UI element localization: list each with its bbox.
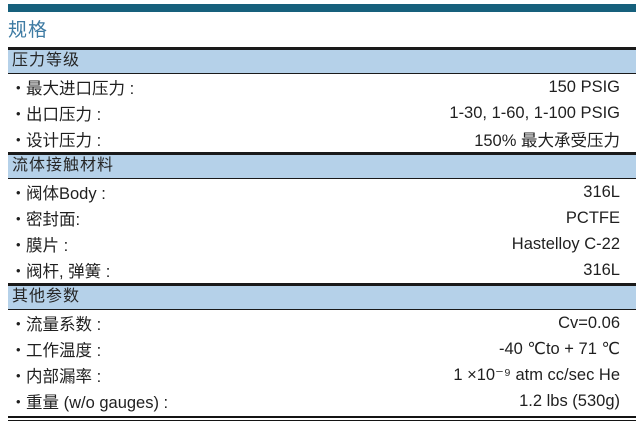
spec-label: 流量系数 : <box>26 316 102 334</box>
bullet-icon: • <box>16 367 21 383</box>
section-wetted-materials: 流体接触材料 • 阀体Body : 316L • 密封面: PCTFE • 膜片… <box>8 152 636 283</box>
spec-list: • 阀体Body : 316L • 密封面: PCTFE • 膜片 : Hast… <box>8 179 636 283</box>
spec-label: 重量 (w/o gauges) : <box>26 394 169 412</box>
spec-value: 1.2 lbs (530g) <box>519 391 620 410</box>
spec-row-internal-leak-rate: • 内部漏率 : 1 ×10⁻⁹ atm cc/sec He <box>8 362 636 388</box>
spec-label: 工作温度 : <box>26 342 102 360</box>
spec-label: 设计压力 : <box>26 132 102 150</box>
spec-value: 150% 最大承受压力 <box>474 132 620 150</box>
section-pressure-rating: 压力等级 • 最大进口压力 : 150 PSIG • 出口压力 : 1-30, … <box>8 47 636 152</box>
spec-value: 316L <box>583 182 620 201</box>
top-accent-bar <box>8 4 636 12</box>
bullet-icon: • <box>16 315 21 331</box>
spec-list: • 最大进口压力 : 150 PSIG • 出口压力 : 1-30, 1-60,… <box>8 74 636 152</box>
bullet-icon: • <box>16 184 21 200</box>
page-title: 规格 <box>8 20 49 41</box>
spec-value: 1 ×10⁻⁹ atm cc/sec He <box>453 366 620 384</box>
spec-row-body: • 阀体Body : 316L <box>8 179 636 205</box>
spec-value: -40 ℃to + 71 ℃ <box>499 340 620 358</box>
bullet-icon: • <box>16 236 21 252</box>
bottom-rule <box>8 416 636 421</box>
spec-row-seal-surface: • 密封面: PCTFE <box>8 205 636 231</box>
bullet-icon: • <box>16 341 21 357</box>
section-header-pressure-rating: 压力等级 <box>8 47 636 74</box>
spec-label: 阀杆, 弹簧 : <box>26 263 111 281</box>
bullet-icon: • <box>16 210 21 226</box>
bullet-icon: • <box>16 393 21 409</box>
spec-label: 膜片 : <box>26 237 69 255</box>
spec-label: 阀体Body : <box>26 185 106 203</box>
spec-value: 1-30, 1-60, 1-100 PSIG <box>449 103 620 122</box>
bullet-icon: • <box>16 79 21 95</box>
spec-row-design-pressure: • 设计压力 : 150% 最大承受压力 <box>8 126 636 152</box>
spec-row-diaphragm: • 膜片 : Hastelloy C-22 <box>8 231 636 257</box>
spec-row-outlet-pressure: • 出口压力 : 1-30, 1-60, 1-100 PSIG <box>8 100 636 126</box>
bullet-icon: • <box>16 131 21 147</box>
spec-row-flow-coefficient: • 流量系数 : Cv=0.06 <box>8 310 636 336</box>
spec-list: • 流量系数 : Cv=0.06 • 工作温度 : -40 ℃to + 71 ℃… <box>8 310 636 414</box>
spec-label: 出口压力 : <box>26 106 102 124</box>
section-other-parameters: 其他参数 • 流量系数 : Cv=0.06 • 工作温度 : -40 ℃to +… <box>8 283 636 414</box>
spec-label: 最大进口压力 : <box>26 80 135 98</box>
spec-value: 316L <box>583 260 620 279</box>
bullet-icon: • <box>16 262 21 278</box>
spec-value: Hastelloy C-22 <box>511 234 620 253</box>
spec-row-max-inlet-pressure: • 最大进口压力 : 150 PSIG <box>8 74 636 100</box>
spec-value: PCTFE <box>565 208 620 227</box>
bullet-icon: • <box>16 105 21 121</box>
section-header-wetted-materials: 流体接触材料 <box>8 152 636 179</box>
spec-label: 内部漏率 : <box>26 368 102 386</box>
spec-row-weight: • 重量 (w/o gauges) : 1.2 lbs (530g) <box>8 388 636 414</box>
spec-row-stem-spring: • 阀杆, 弹簧 : 316L <box>8 257 636 283</box>
spec-row-operating-temperature: • 工作温度 : -40 ℃to + 71 ℃ <box>8 336 636 362</box>
spec-label: 密封面: <box>26 211 81 229</box>
spec-value: 150 PSIG <box>548 77 620 96</box>
spec-value: Cv=0.06 <box>558 313 620 332</box>
section-header-other-parameters: 其他参数 <box>8 283 636 310</box>
